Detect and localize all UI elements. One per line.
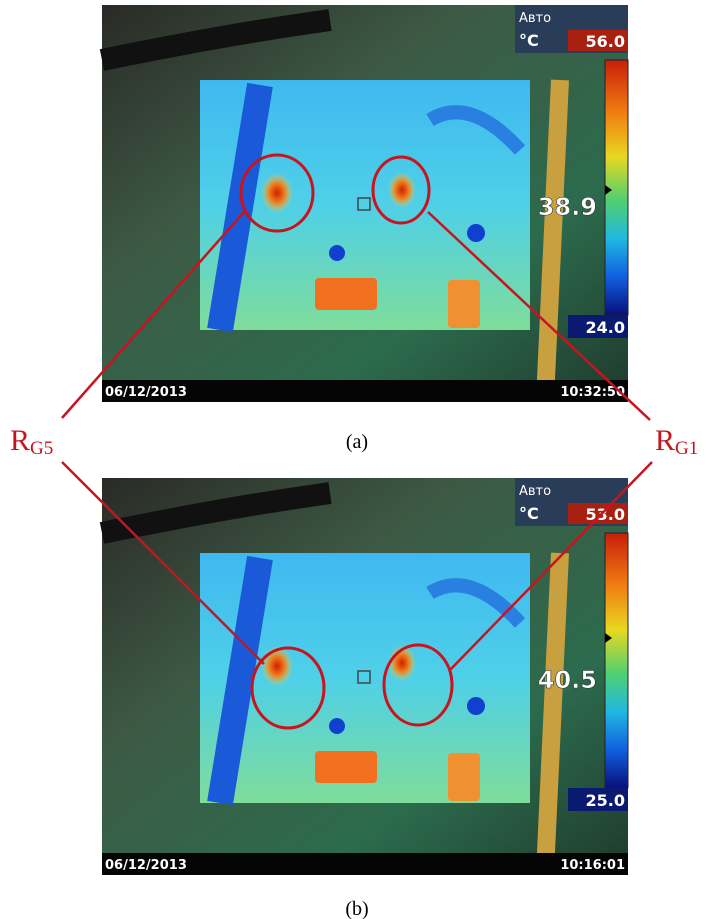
- time: 10:16:01: [560, 858, 625, 873]
- hot-part: [448, 280, 480, 328]
- min-value: 24.0: [586, 318, 625, 337]
- highlight-circle: [239, 153, 315, 233]
- time: 10:32:50: [560, 385, 625, 400]
- date: 06/12/2013: [105, 385, 187, 400]
- cool-trace: [207, 555, 273, 806]
- center-value: 38.9: [538, 193, 597, 221]
- leader-line: [449, 461, 653, 671]
- leader-line: [61, 211, 245, 419]
- leader-line: [61, 461, 265, 665]
- crosshair: [357, 670, 371, 684]
- cable: [99, 482, 332, 544]
- min-value: 25.0: [586, 791, 625, 810]
- min-box: [568, 315, 628, 338]
- leader-line: [427, 211, 651, 421]
- label-main: R: [10, 424, 30, 457]
- highlight-circle: [250, 646, 326, 730]
- max-value: 56.0: [586, 32, 625, 51]
- cold-spot: [329, 245, 345, 261]
- min-box: [568, 788, 628, 811]
- hot-part: [448, 753, 480, 801]
- hot-part: [315, 751, 377, 783]
- color-scale: [604, 532, 629, 789]
- cold-spot: [329, 718, 345, 734]
- cable: [536, 79, 569, 401]
- component-label: RG5: [10, 424, 53, 459]
- cold-spot: [467, 224, 485, 242]
- status-bar: [102, 853, 628, 875]
- center-value: 40.5: [538, 666, 597, 694]
- mode-label: Авто: [519, 11, 551, 26]
- scale-pointer: [605, 633, 612, 643]
- hot-spot: [388, 172, 416, 208]
- date: 06/12/2013: [105, 858, 187, 873]
- cold-spot: [467, 697, 485, 715]
- max-value: 53.0: [586, 505, 625, 524]
- thermal-screenshot: Авто °C 53.0 25.0 40.5 06/12/2013 10:16:01 (b): [99, 478, 629, 919]
- unit-label: °C: [519, 31, 539, 50]
- scale-pointer: [605, 185, 612, 195]
- component-label: RG1: [655, 424, 698, 459]
- hot-part: [315, 278, 377, 310]
- label-sub: G5: [30, 438, 53, 459]
- crosshair: [357, 197, 371, 211]
- highlight-circle: [382, 643, 454, 727]
- status-bar: [102, 380, 628, 402]
- thermal-screenshot: Авто °C 56.0 24.0 38.9 06/12/2013 10:32:50 (a): [99, 5, 629, 453]
- label-main: R: [655, 424, 675, 457]
- caption: (a): [346, 431, 368, 453]
- cool-trace: [426, 105, 526, 155]
- cool-trace: [207, 82, 273, 333]
- hot-spot: [261, 646, 293, 686]
- max-box: [568, 30, 628, 51]
- mode-label: Авто: [519, 484, 551, 499]
- cable: [99, 9, 332, 71]
- highlight-circle: [371, 155, 431, 225]
- hot-spot: [261, 173, 293, 213]
- max-box: [568, 503, 628, 524]
- cable: [536, 552, 569, 874]
- cool-trace: [426, 578, 526, 628]
- unit-label: °C: [519, 504, 539, 523]
- caption: (b): [345, 898, 368, 919]
- label-sub: G1: [675, 438, 698, 459]
